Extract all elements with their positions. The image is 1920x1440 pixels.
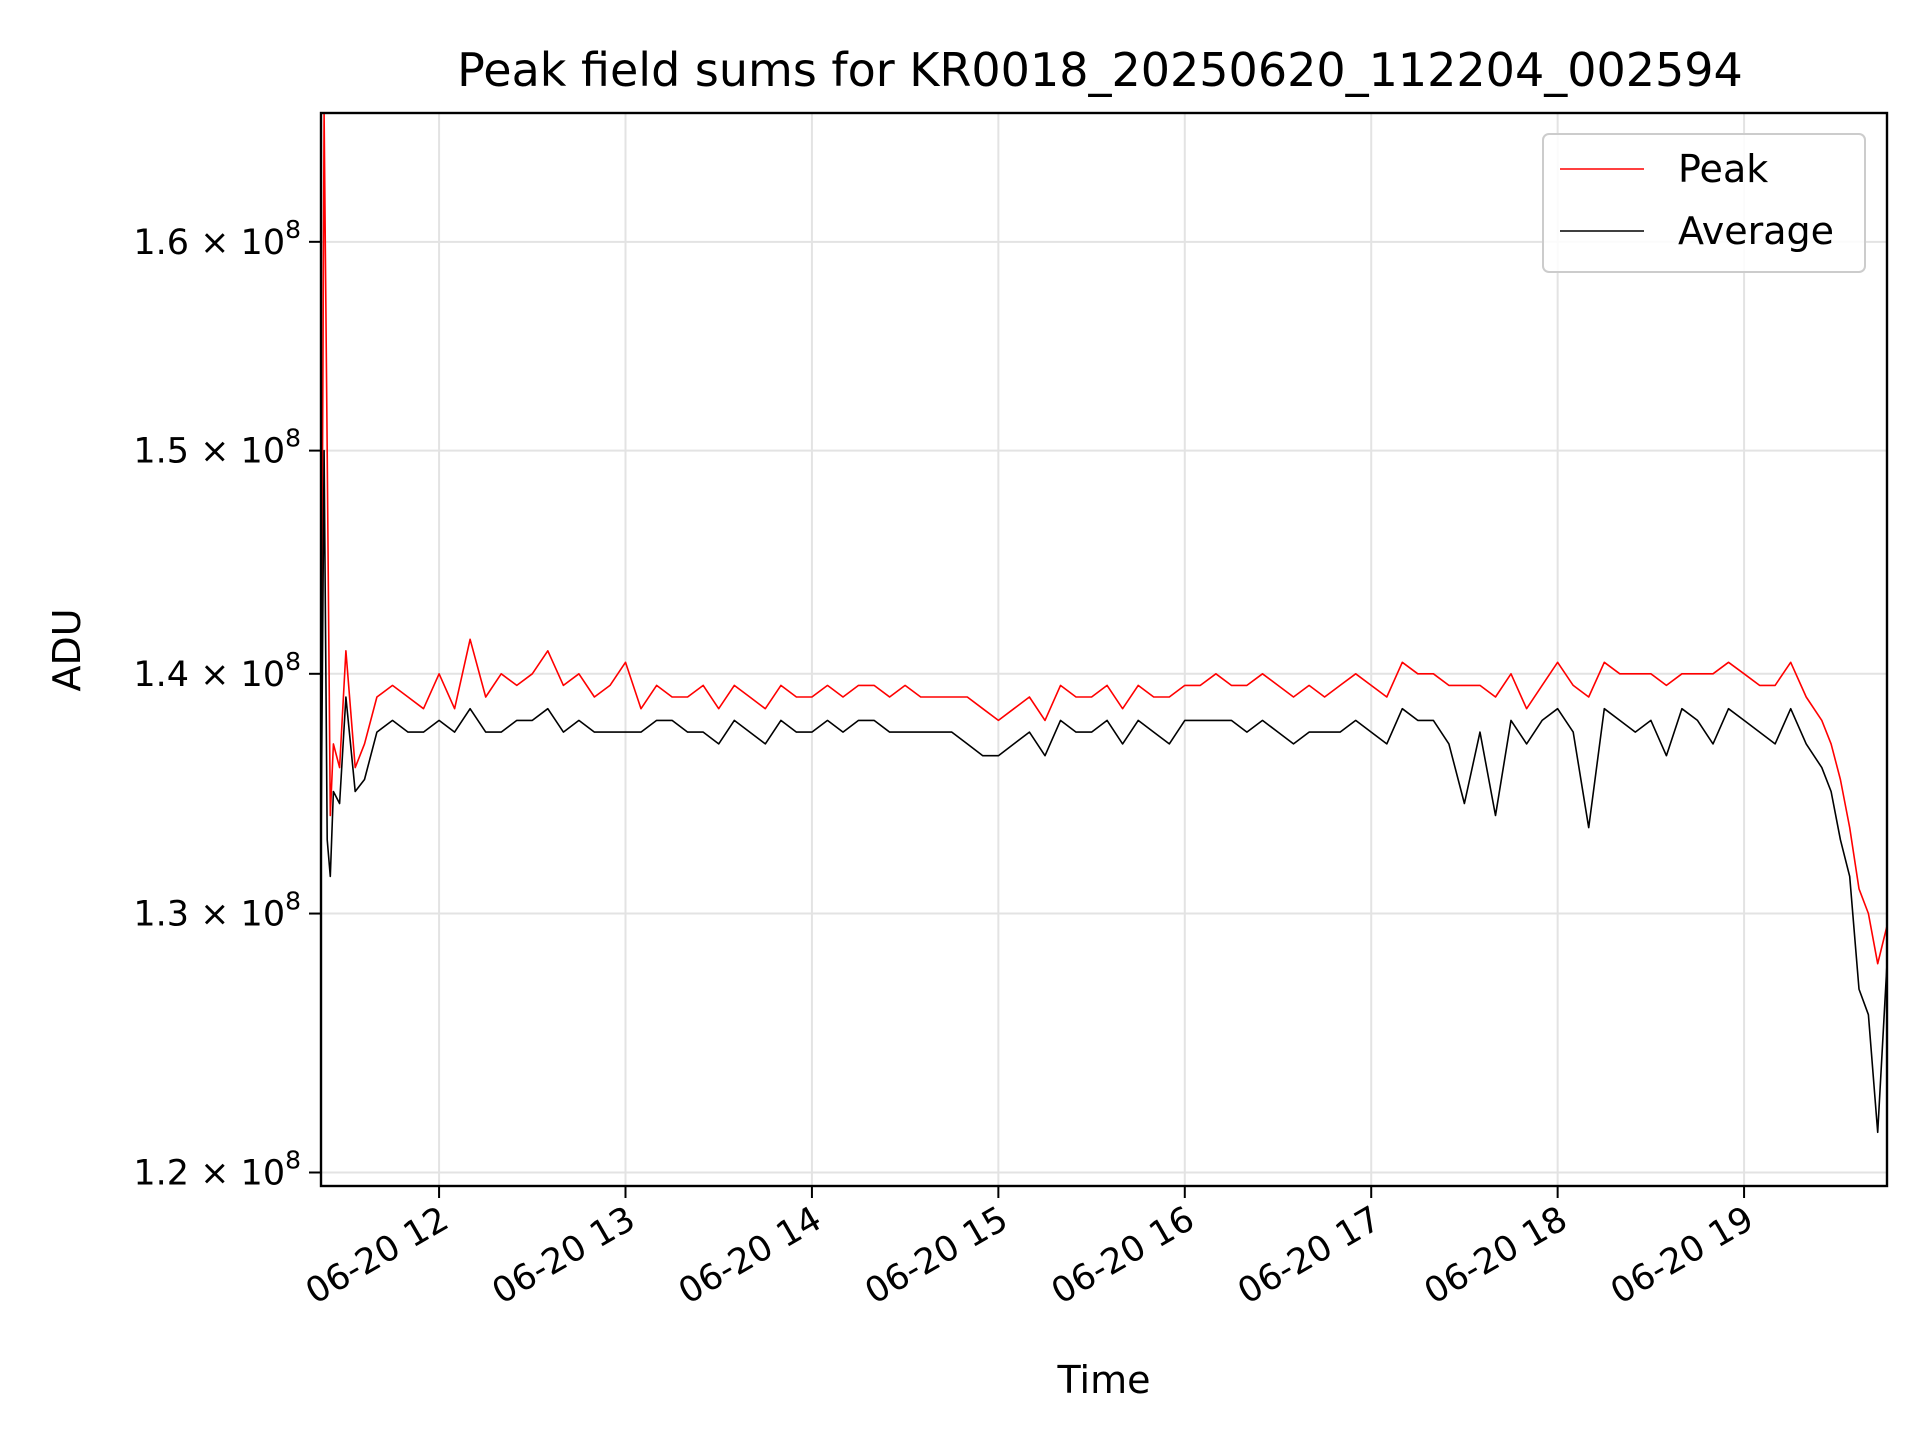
series-line-peak (321, 113, 1887, 965)
y-tick-label: 1.5 × 108 (133, 424, 301, 472)
series-layer (321, 113, 1887, 1134)
chart-title: Peak field sums for KR0018_20250620_1122… (457, 43, 1743, 97)
legend: Peak Average (1542, 133, 1866, 273)
legend-label-average: Average (1678, 209, 1834, 253)
x-axis-label: Time (1057, 1358, 1151, 1402)
series-line-average (321, 449, 1887, 1134)
y-axis: 1.2 × 108 1.3 × 108 1.4 × 108 1.5 × 108 1.6 … (133, 215, 321, 1193)
y-tick-label: 1.4 × 108 (133, 647, 301, 695)
plot-frame (319, 111, 1889, 1188)
y-tick-label: 1.3 × 108 (133, 887, 301, 935)
y-tick-label: 1.2 × 108 (133, 1145, 301, 1193)
y-axis-label: ADU (45, 608, 89, 691)
y-tick-label: 1.6 × 108 (133, 215, 301, 263)
legend-label-peak: Peak (1678, 147, 1768, 191)
